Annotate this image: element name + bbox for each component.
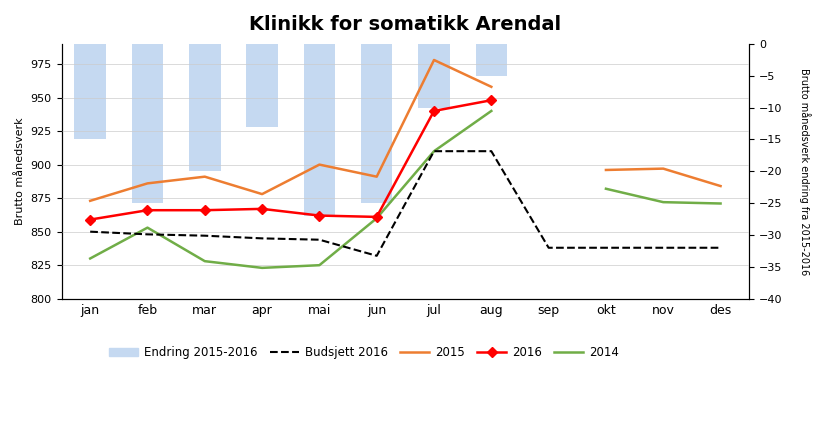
Bar: [131, 44, 164, 203]
Bar: [246, 44, 278, 127]
Y-axis label: Brutto månedsverk: Brutto månedsverk: [15, 118, 25, 225]
Bar: [476, 44, 507, 76]
Bar: [418, 44, 450, 108]
Y-axis label: Brutto månedsverk endring fra 2015-2016: Brutto månedsverk endring fra 2015-2016: [799, 68, 811, 275]
Title: Klinikk for somatikk Arendal: Klinikk for somatikk Arendal: [249, 15, 562, 34]
Bar: [304, 44, 335, 216]
Bar: [189, 44, 221, 171]
Legend: Endring 2015-2016, Budsjett 2016, 2015, 2016, 2014: Endring 2015-2016, Budsjett 2016, 2015, …: [104, 342, 624, 364]
Bar: [361, 44, 392, 203]
Bar: [74, 44, 106, 139]
